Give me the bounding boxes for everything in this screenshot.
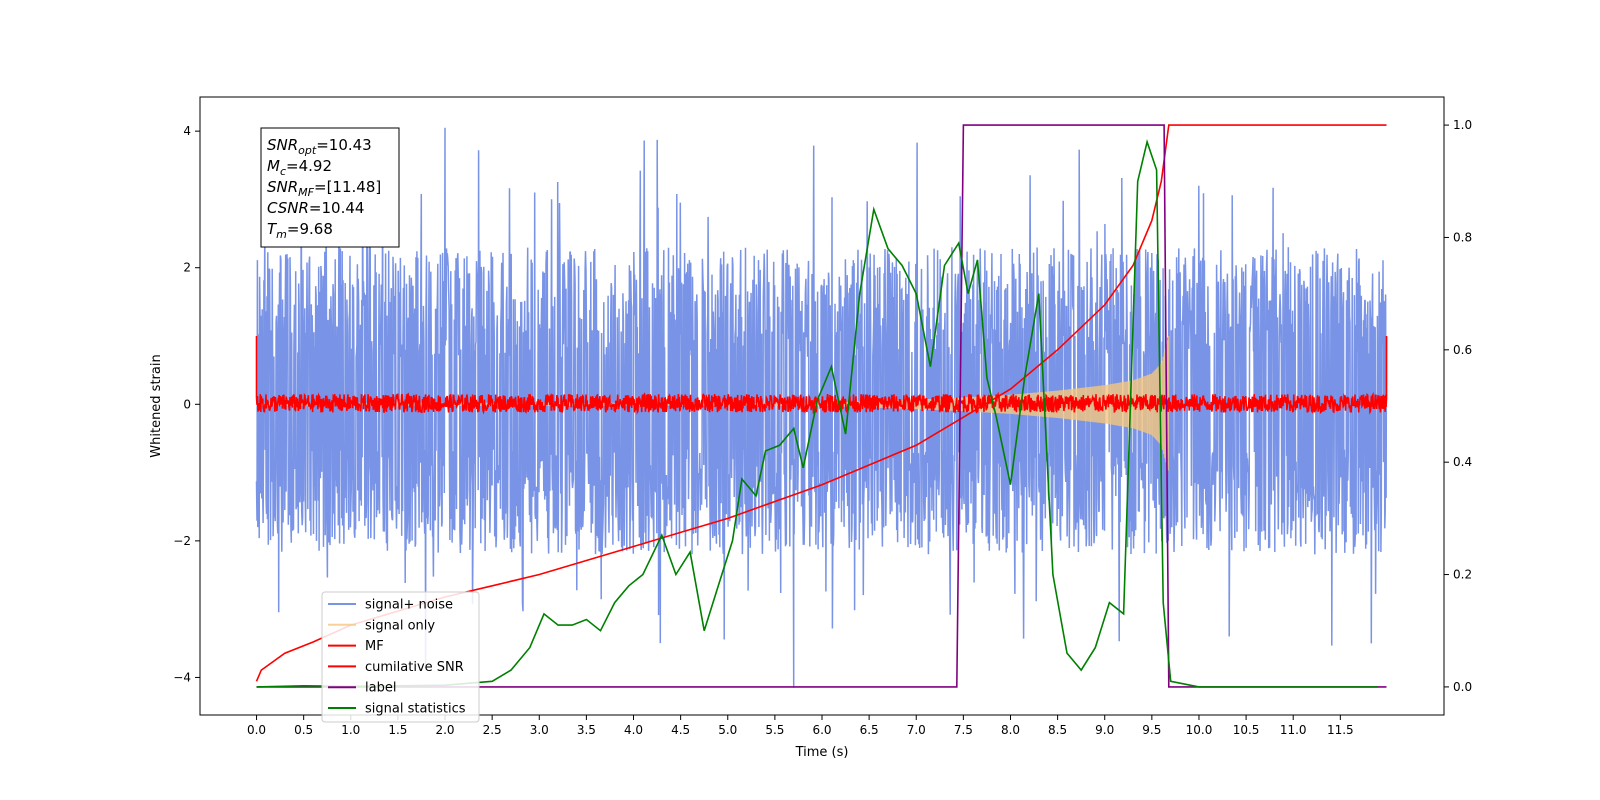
y2-tick-label: 0.8 [1453,230,1472,244]
legend-signal-statistics-label: signal statistics [365,702,466,717]
y2-tick-label: 0.2 [1453,568,1472,582]
x-tick-label: 10.0 [1186,723,1213,737]
series-signal-statistics-line [256,139,1378,688]
annotation-line: SNRMF=[11.48] [267,178,381,199]
y-tick-label: −4 [173,670,191,684]
y-tick-label: 2 [183,261,191,275]
x-tick-label: 6.5 [860,723,879,737]
annotation-box: SNRopt=10.43Mc=4.92SNRMF=[11.48]CSNR=10.… [260,127,400,248]
legend: signal+ noise signal only MF cumilative SNR… [321,591,480,723]
series-mf-line [255,336,1388,415]
legend-signal-only-label: signal only [365,618,435,633]
x-tick-label: 3.0 [530,723,549,737]
x-tick-label: 0.0 [247,723,266,737]
y-axis-label: Whitened strain [149,354,164,457]
annotation-line: Tm=9.68 [267,220,333,241]
annotation-line: CSNR=10.44 [267,199,364,217]
x-tick-label: 1.5 [388,723,407,737]
annotation-frame [260,127,400,248]
x-tick-label: 4.0 [624,723,643,737]
annotation-line: Mc=4.92 [267,157,332,178]
legend-mf-label: MF [365,639,384,654]
x-tick-label: 5.0 [718,723,737,737]
legend-signal-noise-label: signal+ noise [365,598,453,613]
x-tick-label: 1.0 [341,723,360,737]
axes: 0.0 0.5 1.0 1.5 2.0 2.5 3.0 3.5 4.0 4.5 5.0 5.5 6.0 6… [173,96,1472,737]
y2-tick-label: 1.0 [1453,118,1472,132]
legend-label-label: label [365,681,396,696]
annotation-line: SNRopt=10.43 [267,136,372,157]
legend-cumulative-snr-label: cumilative SNR [365,660,464,675]
x-tick-label: 11.5 [1327,723,1354,737]
x-tick-label: 2.0 [435,723,454,737]
x-tick-label: 8.0 [1001,723,1020,737]
x-tick-label: 10.5 [1233,723,1260,737]
y2-tick-label: 0.0 [1453,680,1472,694]
y-tick-label: −2 [173,534,191,548]
x-tick-label: 0.5 [294,723,313,737]
x-tick-label: 8.5 [1048,723,1067,737]
x-tick-label: 2.5 [483,723,502,737]
x-tick-label: 4.5 [671,723,690,737]
x-tick-label: 9.5 [1142,723,1161,737]
y-tick-label: 0 [183,397,191,411]
y2-tick-label: 0.4 [1453,455,1472,469]
y-tick-label: 4 [183,124,191,138]
x-tick-label: 6.0 [812,723,831,737]
x-tick-label: 5.5 [765,723,784,737]
series-signal-noise-line [255,127,1388,688]
x-tick-label: 7.0 [907,723,926,737]
x-tick-label: 7.5 [954,723,973,737]
x-tick-label: 9.0 [1095,723,1114,737]
legend-frame [321,591,480,723]
x-axis-label: Time (s) [795,745,849,760]
y2-tick-label: 0.6 [1453,343,1472,357]
x-tick-label: 3.5 [577,723,596,737]
x-tick-label: 11.0 [1280,723,1307,737]
